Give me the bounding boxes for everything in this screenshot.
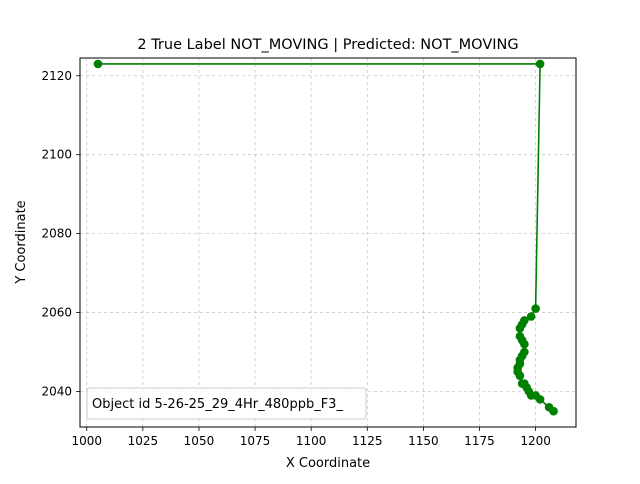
legend: Object id 5-26-25_29_4Hr_480ppb_F3_ — [86, 387, 367, 420]
x-tick-label: 1100 — [296, 434, 327, 448]
x-tick-label: 1050 — [184, 434, 215, 448]
plot-frame — [79, 57, 577, 428]
x-axis-ticks: 1000 1025 1050 1075 1100 1125 1150 1175 1200 — [71, 427, 551, 448]
x-tick-label: 1025 — [128, 434, 159, 448]
trajectory-point — [515, 371, 525, 380]
trajectory-point — [535, 395, 545, 404]
legend-text: Object id 5-26-25_29_4Hr_480ppb_F3_ — [92, 397, 343, 412]
x-tick-label: 1200 — [520, 434, 551, 448]
trajectory-point — [93, 59, 103, 69]
trajectory-point — [549, 406, 558, 416]
trajectory-point — [535, 59, 545, 69]
x-tick-label: 1175 — [464, 434, 495, 448]
y-tick-label: 2120 — [41, 69, 72, 83]
trajectory-point — [531, 304, 540, 313]
trajectory-point — [526, 312, 536, 321]
y-tick-label: 2060 — [41, 306, 72, 320]
trajectory-point — [520, 339, 529, 349]
y-tick-label: 2080 — [41, 227, 72, 241]
trajectory-point — [515, 324, 525, 333]
y-tick-label: 2100 — [41, 148, 72, 162]
chart-title: 2 True Label NOT_MOVING | Predicted: NOT… — [137, 37, 518, 53]
x-tick-label: 1125 — [352, 434, 383, 448]
x-axis-label: X Coordinate — [286, 456, 370, 471]
y-axis-label: Y Coordinate — [14, 200, 29, 284]
x-tick-label: 1075 — [240, 434, 271, 448]
y-axis-ticks: 2040 2060 2080 2100 2120 — [41, 69, 80, 398]
x-tick-label: 1150 — [408, 434, 439, 448]
y-tick-label: 2040 — [41, 384, 72, 398]
legend-box — [86, 387, 367, 420]
series-group — [93, 59, 558, 416]
plot-area — [80, 58, 576, 427]
x-tick-label: 1000 — [71, 434, 102, 448]
